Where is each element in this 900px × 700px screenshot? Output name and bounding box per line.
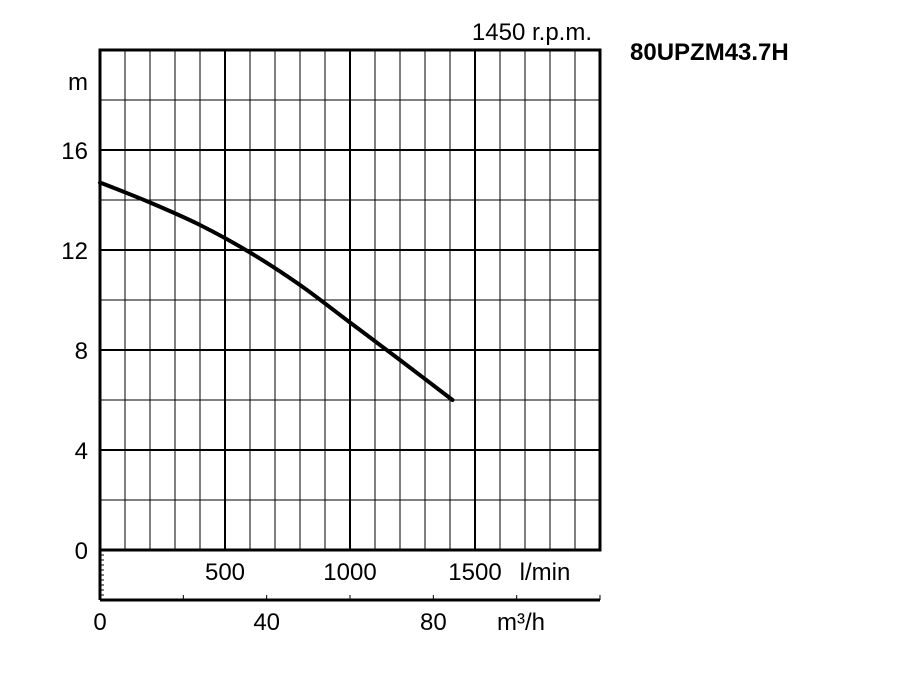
model-title: 80UPZM43.7H xyxy=(630,39,789,66)
y-tick-label: 12 xyxy=(61,238,88,265)
tick-labels: 0 4 8 12 16 500 1000 1500 0 40 80 xyxy=(61,138,501,636)
x-tick-label-m3h: 80 xyxy=(420,609,447,636)
x-axis-unit-lpm: l/min xyxy=(520,559,571,586)
x-tick-label-lpm: 1000 xyxy=(323,559,376,586)
series-layer xyxy=(98,180,455,402)
y-tick-label: 0 xyxy=(75,538,88,565)
y-axis-unit: m xyxy=(68,69,88,96)
x-tick-label-m3h: 40 xyxy=(253,609,280,636)
speed-label: 1450 r.p.m. xyxy=(472,19,592,46)
x-tick-label-lpm: 500 xyxy=(205,559,245,586)
plot-frame xyxy=(98,48,602,552)
y-tick-label: 16 xyxy=(61,138,88,165)
y-tick-label: 8 xyxy=(75,338,88,365)
axis-ticks xyxy=(100,554,601,601)
x-axis-unit-m3h: m³/h xyxy=(497,609,545,636)
y-tick-label: 4 xyxy=(75,438,88,465)
pump-curve-line xyxy=(98,180,455,402)
x-tick-label-m3h: 0 xyxy=(93,609,106,636)
x-tick-label-lpm: 1500 xyxy=(448,559,501,586)
grid xyxy=(100,50,600,550)
